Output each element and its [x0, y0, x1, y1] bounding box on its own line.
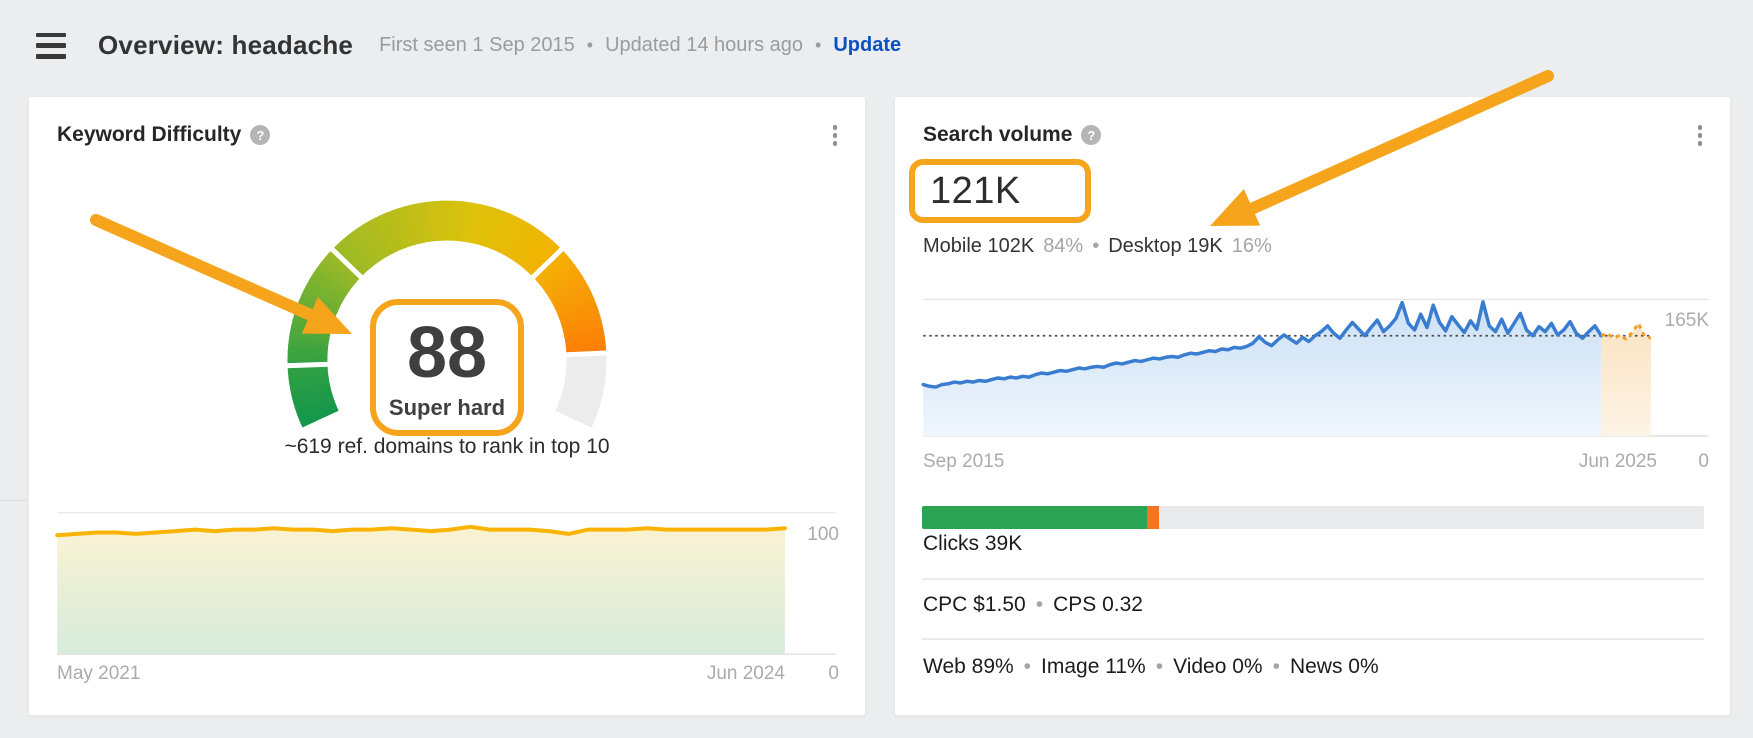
serp-separator: • — [1023, 655, 1032, 678]
sv-y-max-label: 165K — [1664, 310, 1709, 331]
cps-value: CPS 0.32 — [1053, 593, 1143, 616]
kebab-menu-icon[interactable] — [1694, 121, 1707, 150]
paid-clicks-segment — [1147, 506, 1159, 529]
no-clicks-segment — [1158, 506, 1704, 529]
sv-x-axis-start-label: Sep 2015 — [923, 451, 1005, 472]
page-title: Overview: headache — [98, 30, 354, 60]
page-header: Overview: headache First seen 1 Sep 2015… — [36, 30, 901, 61]
serp-separator: • — [1272, 655, 1280, 678]
page-edge-divider — [0, 500, 27, 501]
kd-card-title: Keyword Difficulty — [57, 123, 242, 147]
meta-separator: • — [586, 35, 594, 55]
metric-separator: • — [1035, 593, 1044, 616]
kd-x-axis-end-label: Jun 2024 — [706, 663, 785, 684]
clicks-ratio-bar — [922, 506, 1704, 529]
clicks-value: Clicks 39K — [923, 532, 1023, 555]
kd-score-value: 88 — [406, 312, 488, 393]
kd-x-axis-start-label: May 2021 — [57, 663, 141, 684]
clicks-row: Clicks 39K — [923, 532, 1022, 556]
update-link[interactable]: Update — [833, 34, 902, 56]
cpc-value: CPC $1.50 — [923, 593, 1026, 616]
serp-separator: • — [1155, 655, 1164, 678]
kd-y-zero-label: 0 — [828, 663, 839, 684]
search-volume-value: 121K — [930, 169, 1021, 212]
image-percent: Image 11% — [1041, 655, 1146, 678]
web-percent: Web 89% — [923, 655, 1014, 678]
breakdown-separator: • — [1092, 235, 1100, 257]
kd-ref-domains-note: ~619 ref. domains to rank in top 10 — [284, 435, 610, 458]
sv-y-zero-label: 0 — [1698, 451, 1709, 472]
first-seen-text: First seen 1 Sep 2015 — [379, 34, 575, 56]
search-volume-highlight-box: 121K — [909, 159, 1091, 223]
news-percent: News 0% — [1289, 655, 1379, 678]
desktop-percent: 16% — [1231, 235, 1272, 257]
kd-y-max-label: 100 — [807, 524, 839, 545]
page-meta: First seen 1 Sep 2015 • Updated 14 hours… — [379, 34, 901, 57]
row-divider — [922, 578, 1704, 580]
search-volume-card: Search volume ? 121K Mobile 102K 84% • D… — [894, 96, 1731, 716]
mobile-volume: Mobile 102K — [923, 235, 1035, 257]
kd-score-label: Super hard — [388, 394, 506, 420]
video-percent: Video 0% — [1173, 655, 1263, 678]
organic-clicks-segment — [922, 506, 1148, 529]
row-divider — [922, 638, 1704, 640]
desktop-volume: Desktop 19K — [1108, 235, 1223, 257]
device-breakdown: Mobile 102K 84% • Desktop 19K 16% — [923, 235, 1272, 258]
cpc-cps-row: CPC $1.50 • CPS 0.32 — [923, 593, 1143, 617]
mobile-percent: 84% — [1043, 235, 1084, 257]
keyword-difficulty-card: Keyword Difficulty ? 88 Super hard ~619 … — [28, 96, 866, 716]
updated-text: Updated 14 hours ago — [605, 34, 803, 56]
kd-score-highlight-box: 88 Super hard — [370, 299, 524, 436]
sv-x-axis-end-label: Jun 2025 — [1578, 451, 1657, 472]
help-icon[interactable]: ? — [250, 125, 271, 146]
meta-separator: • — [815, 35, 822, 55]
kebab-menu-icon[interactable] — [829, 121, 842, 150]
serp-breakdown-row: Web 89% • Image 11% • Video 0% • News 0% — [923, 655, 1379, 679]
help-icon[interactable]: ? — [1081, 125, 1102, 146]
sv-card-title: Search volume — [923, 123, 1073, 147]
hamburger-menu-icon[interactable] — [36, 32, 66, 59]
